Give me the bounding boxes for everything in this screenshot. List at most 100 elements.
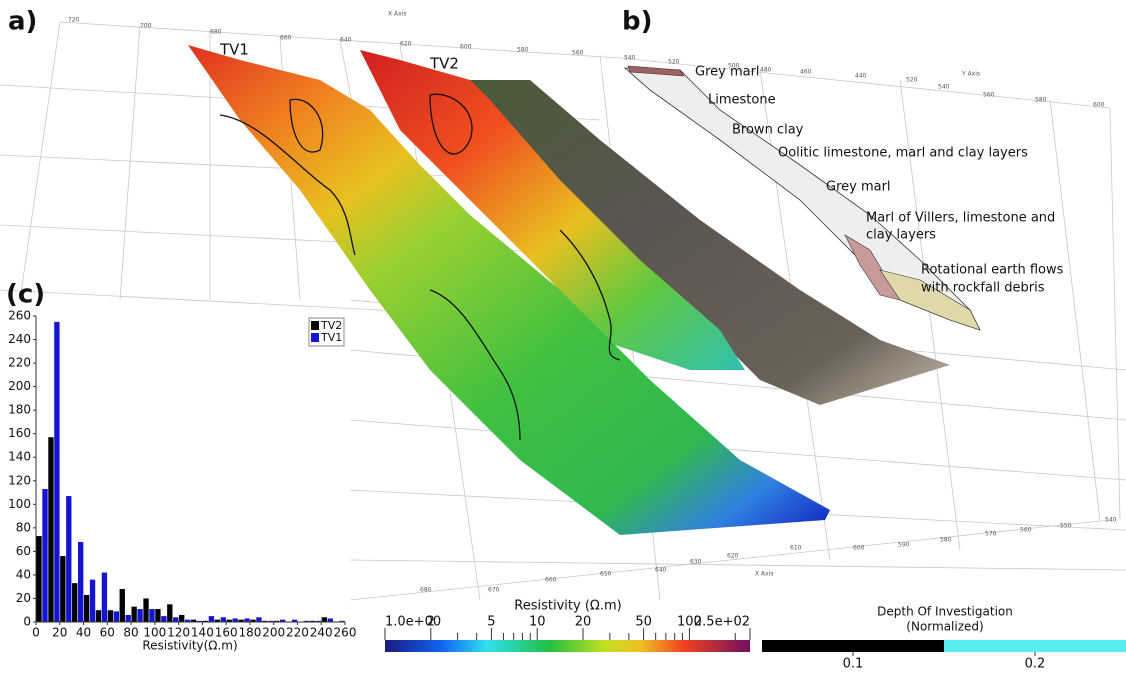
axis-tick-label: 600 [1093,102,1105,109]
axis-tick-label: 720 [68,17,80,24]
earth-flow [879,269,981,331]
axis-tick-label: 540 [938,84,950,91]
axis-tick-label: 650 [600,571,612,578]
colorbar-tick-label: 10 [529,615,546,630]
bar [149,609,155,622]
bar [173,617,179,622]
x-tick-label: 80 [123,626,138,640]
bar [155,609,161,622]
bar [250,619,256,622]
x-tick-label: 180 [238,626,261,640]
bar [143,598,149,622]
axis-tick-label: 620 [727,553,739,560]
bar [238,619,244,622]
bar [125,614,131,622]
y-tick-label: 260 [8,309,31,323]
x-tick-label: 240 [310,626,333,640]
bar [244,618,250,622]
axis-tick-label: 500 [728,63,740,70]
axis-tick-label: 560 [1020,527,1032,534]
bar [226,619,232,622]
colorbar-tick-label: 2 [427,615,435,630]
bar [107,610,114,622]
colorbar-tick-label: 0.1 [843,657,864,672]
colorbars: Resistivity (Ω.m) Depth Of Investigation… [384,599,1126,672]
tv1-section [188,45,830,535]
axis-tick-label: 640 [340,37,352,44]
bar [179,614,185,622]
y-tick-label: 200 [8,379,31,393]
y-tick-label: 180 [8,403,31,417]
axis-tick-label: 550 [1060,523,1072,530]
bar [42,489,48,622]
doi-segment [762,640,944,652]
x-tick-label: 40 [76,626,91,640]
y-tick-label: 100 [8,497,31,511]
bar [36,536,42,622]
y-tick-label: 0 [23,615,31,629]
x-tick-label: 200 [262,626,285,640]
x-axis-title: Resistivity(Ω.m) [142,639,237,653]
bar [339,620,345,622]
doi-segment [944,640,1126,652]
axis-tick-label: 580 [940,537,952,544]
terrain-photo [470,80,950,405]
axis-tick-label: 460 [800,69,812,76]
colorbar-tick-label: 100 [677,615,702,630]
colorbar-tick-label: 50 [635,615,652,630]
x-tick-label: 140 [191,626,214,640]
bar [202,620,209,622]
colorbar-title: Depth Of Investigation [877,605,1013,619]
bar [303,620,310,622]
axis-tick-label: 560 [983,92,995,99]
legend-label: TV2 [320,319,342,332]
axis-tick-label: 570 [985,531,997,538]
axis-tick-label: 480 [760,67,772,74]
x-tick-label: 60 [100,626,115,640]
bar [113,611,119,622]
bar [190,619,197,622]
bar [119,589,125,622]
geology-label: clay layers [866,228,936,243]
y-tick-label: 80 [16,520,31,534]
bar [315,620,322,622]
geology-label: with rockfall debris [921,281,1045,296]
bar [256,617,262,622]
y-tick-label: 20 [16,591,31,605]
axis-tick-label: 610 [790,545,802,552]
bar [268,620,274,622]
axis-tick-label: 540 [624,55,636,62]
bar [131,606,137,622]
axis-title: Y Axis [961,71,980,78]
bar [83,594,90,622]
bar [89,579,96,622]
bar [66,496,72,622]
y-tick-label: 60 [16,544,31,558]
x-tick-label: 260 [334,626,357,640]
bar [60,556,66,622]
bar [309,620,316,622]
colorbar-tick-label: 5 [487,615,495,630]
legend-swatch [311,333,319,342]
bar [196,620,203,622]
panel-label: a) [8,7,37,37]
axis-frame [35,316,345,623]
x-tick-label: 120 [167,626,190,640]
colorbar-tick-label: 0.2 [1025,657,1046,672]
bar [167,604,173,622]
panel-label: (c) [6,280,45,310]
geology-label: Grey marl [826,180,891,195]
y-tick-label: 220 [8,356,31,370]
x-tick-label: 100 [143,626,166,640]
bar [208,616,215,622]
axis-tick-label: 580 [517,47,529,54]
bar [101,572,108,622]
geology-label: Brown clay [732,123,804,138]
axis-tick-label: 660 [545,577,557,584]
bar [184,619,191,622]
axis-tick-label: 680 [420,587,432,594]
profile-label: TV1 [219,41,249,59]
legend-label: TV1 [320,331,342,344]
